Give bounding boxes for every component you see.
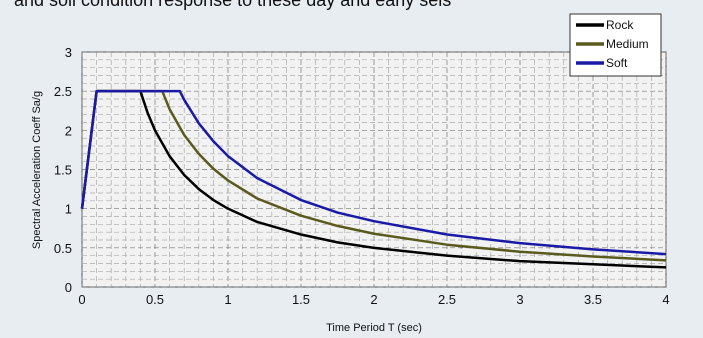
x-tick-label: 3	[516, 292, 523, 307]
y-tick-label: 3	[65, 45, 72, 60]
legend-label-soft: Soft	[606, 56, 628, 70]
y-tick-label: 0.5	[54, 241, 72, 256]
x-tick-label: 0	[78, 292, 85, 307]
series-line-soft	[80, 89, 667, 256]
x-tick-label: 1	[224, 292, 231, 307]
legend-label-medium: Medium	[606, 37, 649, 51]
y-tick-label: 2.5	[54, 84, 72, 99]
y-tick-label: 1.5	[54, 163, 72, 178]
series-line-rock	[80, 89, 667, 269]
axis-ticks: 0 0.5 1 1.5 2 2.5 3 3.5 4 0 0.5 1 1.5 2 2.5 3	[54, 45, 670, 307]
y-tick-label: 2	[65, 123, 72, 138]
y-axis-title: Spectral Acceleration Coeff Sa/g	[31, 91, 43, 249]
x-tick-label: 4	[662, 292, 669, 307]
y-tick-label: 1	[65, 202, 72, 217]
x-axis-title: Time Period T (sec)	[326, 322, 422, 334]
series-line-medium	[80, 89, 667, 262]
legend: Rock Medium Soft	[569, 13, 662, 77]
header-text: and soil condition response to these day…	[14, 0, 452, 10]
x-tick-label: 1.5	[292, 292, 310, 307]
x-tick-label: 3.5	[584, 292, 602, 307]
y-tick-label: 0	[65, 280, 72, 295]
series-lines	[80, 89, 667, 269]
x-tick-label: 2.5	[438, 292, 456, 307]
x-tick-label: 2	[370, 292, 377, 307]
legend-label-rock: Rock	[606, 18, 634, 32]
x-tick-label: 0.5	[146, 292, 164, 307]
